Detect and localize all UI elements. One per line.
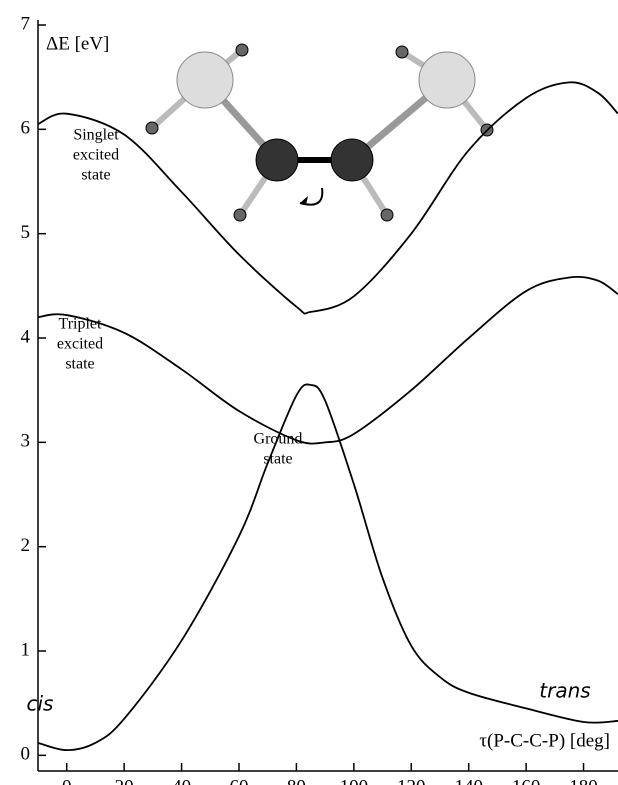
annotation: Singlet [73,127,119,144]
x-tick-label: 80 [287,776,306,785]
x-tick-label: 40 [172,776,191,785]
chart: 0 1 2 3 4 5 6 7 0 20 40 60 80 100 120 140 160 180 ΔE [eV] τ… [0,0,618,785]
molecule [146,44,493,221]
y-tick-label: 0 [21,744,31,765]
y-tick-label: 7 [21,13,31,34]
y-tick-label: 6 [21,118,31,139]
annotation: cis [27,692,54,716]
y-tick-label: 5 [21,222,31,243]
y-axis-title: ΔE [eV] [46,33,109,54]
x-tick-label: 20 [115,776,134,785]
x-axis-title: τ(P-C-C-P) [deg] [479,730,610,751]
x-tick-label: 100 [340,776,369,785]
x-tick-label: 140 [454,776,483,785]
annotation: Triplet [59,316,103,333]
annotation: trans [539,679,590,703]
x-tick-label: 120 [397,776,426,785]
y-tick-label: 3 [21,431,31,452]
annotation: state [263,451,292,468]
y-tick-label: 1 [21,639,31,660]
annotation: Ground [254,431,303,448]
annotation: excited [73,147,119,164]
x-tick-label: 0 [62,776,72,785]
y-tick-label: 2 [21,535,31,556]
y-tick-label: 4 [21,326,31,347]
annotation: state [81,167,110,184]
curve [38,82,618,313]
curve [38,384,618,750]
x-tick-label: 60 [229,776,248,785]
annotation: state [65,356,94,373]
annotation: excited [57,336,103,353]
curve [38,277,618,444]
x-tick-label: 180 [569,776,598,785]
x-tick-label: 160 [512,776,541,785]
